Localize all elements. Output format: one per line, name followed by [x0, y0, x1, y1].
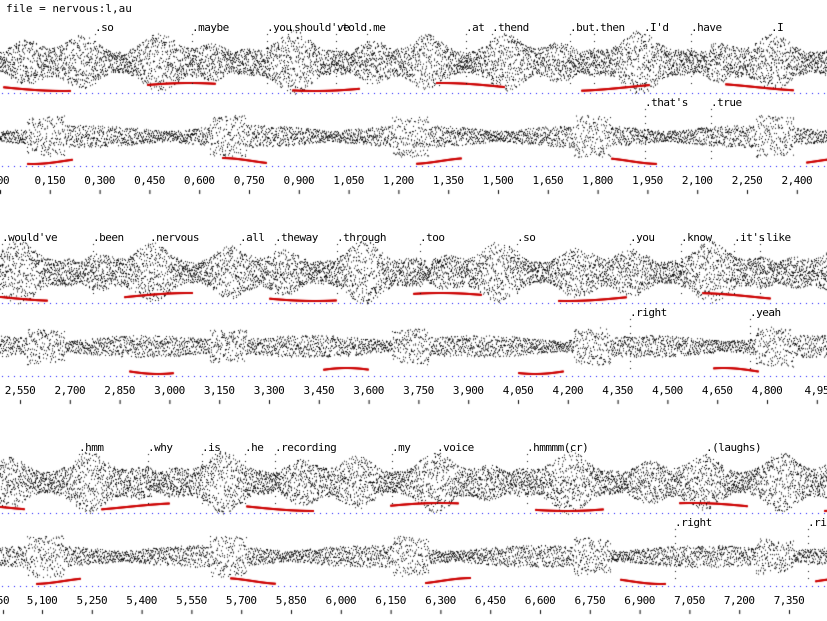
- word-label: voice: [437, 442, 474, 454]
- time-tick-label: 5,100: [26, 594, 58, 607]
- word-label: hmmmm(cr): [527, 442, 589, 454]
- word-label: you: [630, 232, 655, 244]
- time-tick-label: 2,850: [104, 384, 135, 397]
- time-tick-label: 1,200: [383, 174, 414, 187]
- time-tick-label: 6,900: [624, 594, 655, 607]
- time-tick-label: 6,150: [375, 594, 406, 607]
- time-tick-label: 1,050: [333, 174, 364, 187]
- time-tick-label: 4,200: [552, 384, 584, 397]
- time-tick-label: 7,350: [773, 594, 805, 607]
- time-tick-label: 0,450: [134, 174, 165, 187]
- time-tick-label: 0,750: [233, 174, 265, 187]
- time-tick-label: 0,300: [84, 174, 115, 187]
- time-tick-label: 1,650: [532, 174, 564, 187]
- word-label: so: [517, 232, 536, 244]
- word-label-channel-b: rig: [808, 517, 827, 529]
- word-label: (laughs): [706, 442, 761, 454]
- word-label: maybe: [192, 22, 229, 34]
- word-label: so: [95, 22, 114, 34]
- time-tick-label: 2,250: [731, 174, 763, 187]
- word-label: my: [392, 442, 411, 454]
- time-tick-label: 0,150: [34, 174, 66, 187]
- word-label: recording: [275, 442, 337, 454]
- time-tick-label: 2,550: [4, 384, 36, 397]
- word-label: all: [240, 232, 265, 244]
- word-label-channel-b: yeah: [750, 307, 781, 319]
- time-tick-label: 5,250: [76, 594, 108, 607]
- time-tick-label: 0,900: [283, 174, 315, 187]
- word-label: is: [202, 442, 221, 454]
- time-tick-label: 4,050: [502, 384, 534, 397]
- time-tick-label: 1,350: [432, 174, 464, 187]
- word-label: me: [367, 22, 386, 34]
- time-tick-label: 6,750: [574, 594, 606, 607]
- word-label: through: [337, 232, 386, 244]
- time-tick-label: 3,900: [452, 384, 484, 397]
- time-tick-label: 3,750: [403, 384, 434, 397]
- word-label: would've: [2, 232, 57, 244]
- word-label: why: [148, 442, 173, 454]
- word-label-channel-b: right: [630, 307, 667, 319]
- time-tick-label: 6,000: [325, 594, 357, 607]
- time-tick-label: 5,400: [126, 594, 157, 607]
- word-label: been: [93, 232, 124, 244]
- word-label: then: [594, 22, 625, 34]
- time-tick-label: 5,850: [275, 594, 307, 607]
- time-tick-label: 6,300: [425, 594, 456, 607]
- time-tick-label: 1,800: [582, 174, 613, 187]
- time-tick-label: 4,800: [751, 384, 783, 397]
- word-label: it's: [734, 232, 765, 244]
- time-tick-label: 4,350: [602, 384, 633, 397]
- word-label: told: [336, 22, 367, 34]
- word-label: nervous: [150, 232, 199, 244]
- word-label-channel-b: that's: [645, 97, 688, 109]
- word-label: but: [570, 22, 595, 34]
- word-label: hmm: [79, 442, 104, 454]
- word-label: thend: [492, 22, 529, 34]
- word-label: I: [771, 22, 784, 34]
- time-tick-label: 3,300: [253, 384, 285, 397]
- word-label: have: [691, 22, 722, 34]
- time-tick-label: 6,450: [474, 594, 506, 607]
- time-tick-label: 4,650: [701, 384, 733, 397]
- time-tick-label: 4,95: [804, 384, 827, 397]
- time-tick-label: 1,500: [482, 174, 514, 187]
- word-label: I'd: [644, 22, 669, 34]
- file-title: file = nervous:l,au: [6, 2, 132, 15]
- word-label-channel-b: true: [711, 97, 742, 109]
- time-tick-label: 2,700: [54, 384, 86, 397]
- word-label: theway: [275, 232, 318, 244]
- time-tick-label: 50: [0, 594, 10, 607]
- time-tick-label: 7,200: [723, 594, 755, 607]
- time-tick-label: 5,550: [176, 594, 207, 607]
- time-tick-label: 1,950: [632, 174, 663, 187]
- time-tick-label: 0,600: [183, 174, 215, 187]
- word-label-channel-b: right: [675, 517, 712, 529]
- time-tick-label: 000: [0, 174, 10, 187]
- time-tick-label: 4,500: [652, 384, 683, 397]
- time-tick-label: 5,700: [225, 594, 257, 607]
- time-tick-label: 3,600: [353, 384, 384, 397]
- word-label: too: [420, 232, 445, 244]
- time-tick-label: 7,050: [674, 594, 705, 607]
- word-label: know: [681, 232, 712, 244]
- time-tick-label: 3,150: [203, 384, 235, 397]
- time-tick-label: 2,100: [681, 174, 713, 187]
- word-label: at: [466, 22, 485, 34]
- word-label: he: [245, 442, 264, 454]
- time-tick-label: 6,600: [524, 594, 556, 607]
- time-tick-label: 3,450: [303, 384, 335, 397]
- time-tick-label: 2,400: [781, 174, 813, 187]
- time-tick-label: 3,000: [154, 384, 185, 397]
- word-label: like: [760, 232, 791, 244]
